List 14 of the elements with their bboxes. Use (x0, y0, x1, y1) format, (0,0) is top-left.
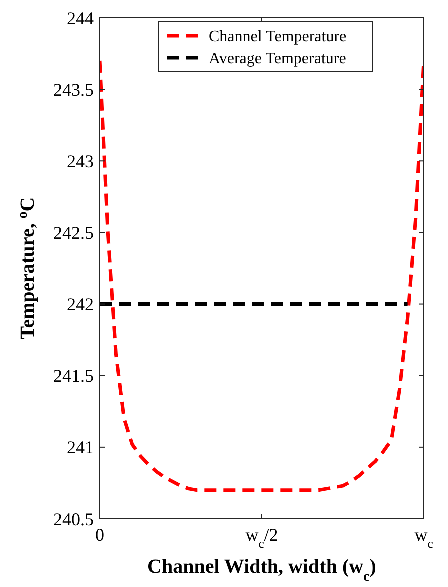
x-tick-label: w$_{c}$ (414, 525, 434, 551)
x-tick-label: 0 (96, 525, 104, 545)
x-tick-label: w$_{c}$/2 (246, 525, 278, 551)
x-axis-title: Channel Width, width (w$_{c}$) (148, 556, 376, 584)
legend-label: Channel Temperature (209, 28, 347, 46)
y-tick-label: 242 (67, 294, 94, 315)
y-tick-label: 242.5 (54, 223, 94, 244)
legend-label: Average Temperature (209, 50, 346, 68)
y-tick-label: 240.5 (54, 509, 94, 530)
y-tick-label: 243 (67, 151, 94, 172)
y-tick-label: 241.5 (54, 366, 94, 386)
y-tick-label: 244 (67, 8, 94, 28)
y-tick-label: 241 (67, 438, 94, 458)
y-tick-label: 243.5 (54, 80, 94, 100)
